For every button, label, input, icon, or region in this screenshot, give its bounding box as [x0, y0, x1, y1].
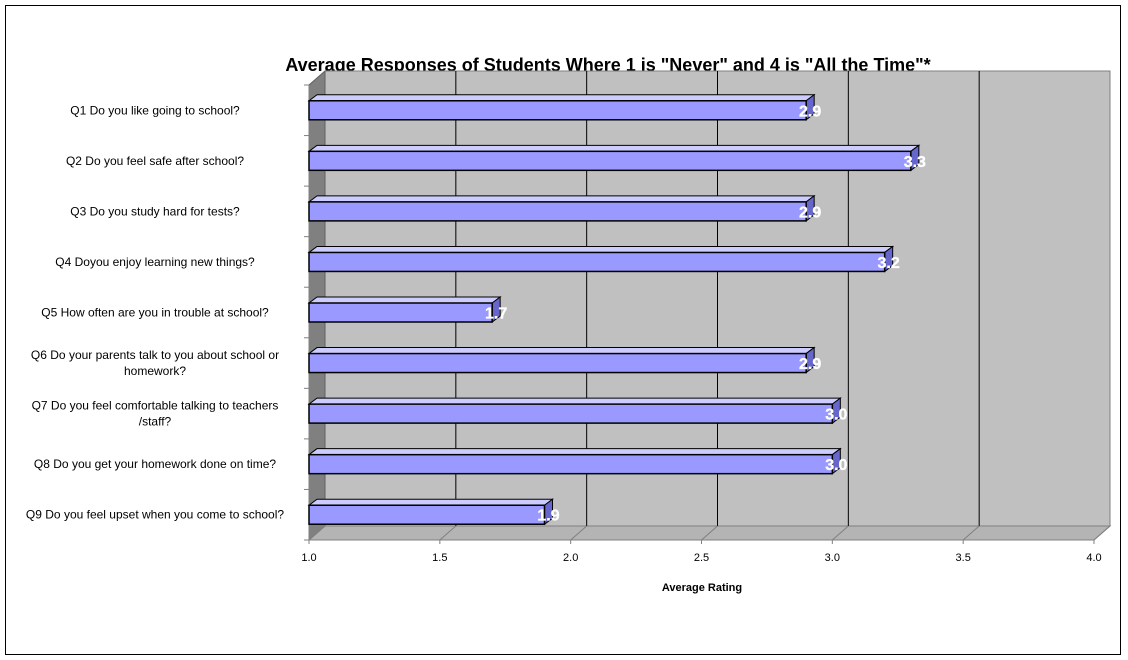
x-tick-label: 3.0: [825, 552, 840, 564]
bar: [308, 251, 886, 273]
floor-gridline: [832, 525, 849, 541]
data-label: 3.2: [878, 255, 900, 272]
bar-top: [307, 245, 895, 253]
data-label: 3.0: [825, 457, 847, 474]
bar-top: [307, 195, 816, 203]
floor-gridline: [962, 525, 980, 541]
floor-gridline: [439, 525, 457, 541]
floor-gridline: [1093, 525, 1111, 541]
bar-top: [307, 94, 816, 102]
data-label: 2.9: [799, 204, 821, 221]
bar-top: [307, 347, 816, 355]
x-tick-label: 4.0: [1086, 552, 1101, 564]
x-tick-label: 2.0: [563, 552, 578, 564]
floor-gridline: [570, 525, 587, 541]
bar: [308, 150, 912, 172]
bar-top: [307, 144, 921, 152]
data-label: 3.0: [825, 407, 847, 424]
bar: [308, 504, 546, 525]
bar: [308, 403, 834, 424]
plot-area: 1.0 1.5 2.0 2.5 3.0 3.5 4.0 Q1 Do you like goin…: [26, 69, 1112, 564]
data-label: 3.3: [904, 154, 926, 171]
category-label: Q3 Do you study hard for tests?: [70, 204, 240, 218]
bar: [308, 201, 807, 222]
bar-top: [307, 296, 502, 304]
category-label: Q4 Doyou enjoy learning new things?: [55, 255, 255, 269]
category-label: Q8 Do you get your homework done on time…: [34, 457, 276, 471]
category-label: Q5 How often are you in trouble at schoo…: [41, 306, 269, 320]
data-label: 2.9: [799, 103, 821, 120]
bar: [308, 352, 807, 374]
floor-gridline: [308, 525, 326, 541]
x-tick-label: 1.5: [432, 552, 447, 564]
x-tick-label: 1.0: [301, 552, 316, 564]
bar-top: [307, 498, 554, 506]
floor-gridline: [701, 525, 718, 541]
bar-top: [307, 448, 842, 456]
data-label: 1.9: [537, 508, 559, 525]
data-label: 1.7: [485, 306, 507, 323]
chart-title: Average Responses of Students Where 1 is…: [285, 55, 930, 75]
data-label: 2.9: [799, 356, 821, 373]
bar: [308, 100, 807, 121]
category-label: Q7 Do you feel comfortable talking to te…: [32, 399, 279, 429]
bar: [308, 453, 834, 475]
category-label: Q1 Do you like going to school?: [70, 103, 240, 117]
x-tick-label: 2.5: [694, 552, 709, 564]
x-tick-label: 3.5: [956, 552, 971, 564]
category-label: Q2 Do you feel safe after school?: [66, 154, 244, 168]
category-label: Q9 Do you feel upset when you come to sc…: [26, 508, 284, 522]
x-axis-label: Average Rating: [662, 582, 742, 594]
bar: [308, 302, 493, 323]
bar-top: [307, 397, 842, 405]
category-label: Q6 Do your parents talk to you about sch…: [31, 348, 279, 378]
